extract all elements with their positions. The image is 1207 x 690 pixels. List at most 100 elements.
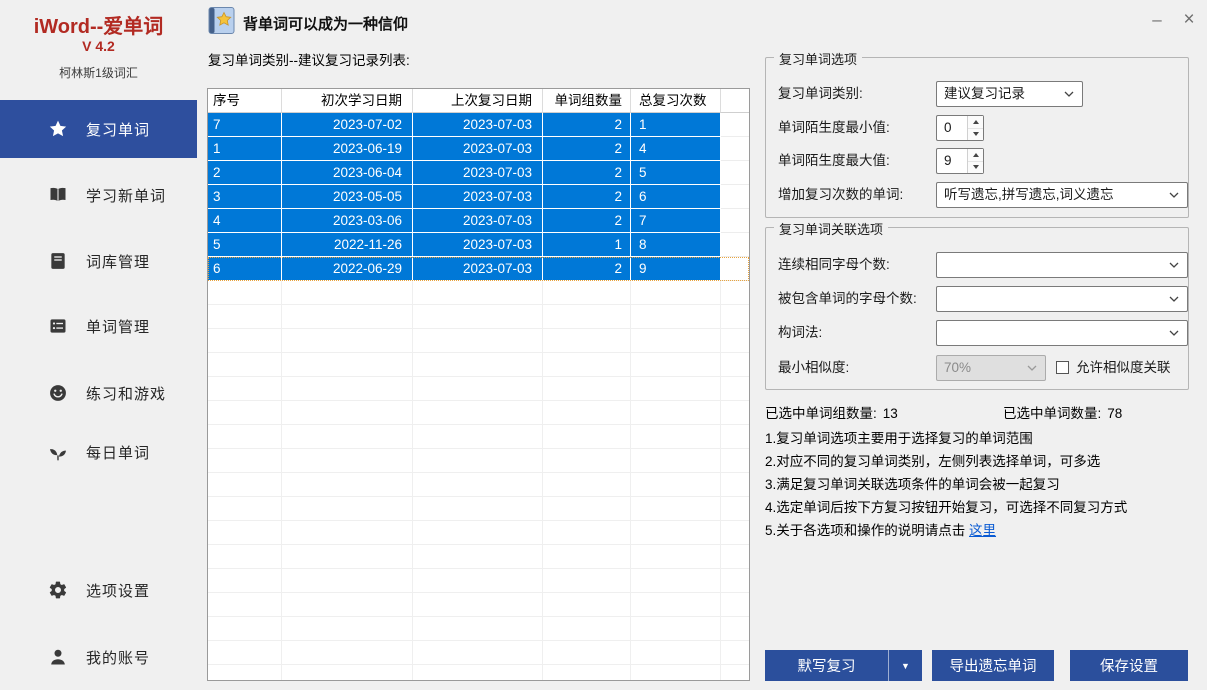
table-cell[interactable]: 2023-07-03 xyxy=(413,185,543,209)
empty-cell xyxy=(282,593,413,617)
same-letters-select[interactable] xyxy=(936,252,1188,278)
table-cell[interactable]: 2023-07-02 xyxy=(282,113,413,137)
group-title: 复习单词选项 xyxy=(774,49,863,68)
column-header[interactable]: 总复习次数 xyxy=(631,89,721,113)
table-cell[interactable]: 2 xyxy=(543,113,631,137)
column-header[interactable]: 初次学习日期 xyxy=(282,89,413,113)
table-cell[interactable]: 2 xyxy=(208,161,282,185)
table-cell[interactable]: 7 xyxy=(631,209,721,233)
table-cell[interactable]: 2022-06-29 xyxy=(282,257,413,281)
instruction-line: 3.满足复习单词关联选项条件的单词会被一起复习 xyxy=(765,477,1060,492)
table-cell[interactable]: 6 xyxy=(208,257,282,281)
table-cell[interactable]: 2 xyxy=(543,257,631,281)
table-cell-filler xyxy=(721,233,749,257)
spin-up-button[interactable] xyxy=(968,149,983,162)
sidebar-item-word-library[interactable]: 词库管理 xyxy=(0,232,197,290)
table-cell[interactable]: 2023-05-05 xyxy=(282,185,413,209)
table-cell[interactable]: 2023-07-03 xyxy=(413,137,543,161)
empty-cell xyxy=(208,449,282,473)
table-cell[interactable]: 2023-07-03 xyxy=(413,233,543,257)
column-header[interactable]: 单词组数量 xyxy=(543,89,631,113)
spin-down-button[interactable] xyxy=(968,128,983,140)
spin-down-button[interactable] xyxy=(968,161,983,173)
table-row[interactable]: 3 2023-05-05 2023-07-03 2 6 xyxy=(208,185,749,209)
table-cell[interactable]: 1 xyxy=(208,137,282,161)
table-row[interactable]: 7 2023-07-02 2023-07-03 2 1 xyxy=(208,113,749,137)
min-unfamiliarity-spinner[interactable]: 0 xyxy=(936,115,984,141)
minimize-button[interactable]: – xyxy=(1152,10,1162,29)
table-cell[interactable]: 2023-06-04 xyxy=(282,161,413,185)
max-unfamiliarity-spinner[interactable]: 9 xyxy=(936,148,984,174)
empty-cell xyxy=(413,593,543,617)
table-cell[interactable]: 5 xyxy=(208,233,282,257)
empty-table-row xyxy=(208,617,749,641)
similarity-select: 70% xyxy=(936,355,1046,381)
close-button[interactable]: × xyxy=(1183,9,1195,30)
table-cell[interactable]: 1 xyxy=(543,233,631,257)
word-formation-label: 构词法: xyxy=(778,325,823,340)
word-formation-select[interactable] xyxy=(936,320,1188,346)
star-icon xyxy=(48,119,68,139)
table-cell[interactable]: 2 xyxy=(543,209,631,233)
gear-icon xyxy=(48,580,68,600)
table-cell[interactable]: 4 xyxy=(208,209,282,233)
table-cell[interactable]: 4 xyxy=(631,137,721,161)
table-cell[interactable]: 9 xyxy=(631,257,721,281)
column-header-filler xyxy=(721,89,749,113)
table-cell[interactable]: 2023-07-03 xyxy=(413,113,543,137)
table-cell[interactable]: 2023-06-19 xyxy=(282,137,413,161)
column-header[interactable]: 上次复习日期 xyxy=(413,89,543,113)
table-cell[interactable]: 7 xyxy=(208,113,282,137)
table-cell[interactable]: 2 xyxy=(543,161,631,185)
export-forgotten-words-button[interactable]: 导出遗忘单词 xyxy=(932,650,1054,681)
sprout-icon xyxy=(48,442,68,462)
table-cell[interactable]: 2022-11-26 xyxy=(282,233,413,257)
instructions: 1.复习单词选项主要用于选择复习的单词范围 2.对应不同的复习单词类别，左侧列表… xyxy=(765,427,1127,542)
help-link[interactable]: 这里 xyxy=(969,523,997,538)
table-cell[interactable]: 2023-03-06 xyxy=(282,209,413,233)
column-header[interactable]: 序号 xyxy=(208,89,282,113)
selected-groups-stat: 已选中单词组数量: 13 xyxy=(765,402,898,422)
min-unfamiliarity-label: 单词陌生度最小值: xyxy=(778,120,890,135)
sidebar-item-settings[interactable]: 选项设置 xyxy=(0,561,197,619)
table-row[interactable]: 5 2022-11-26 2023-07-03 1 8 xyxy=(208,233,749,257)
sidebar-item-word-management[interactable]: 单词管理 xyxy=(0,297,197,355)
table-row[interactable]: 2 2023-06-04 2023-07-03 2 5 xyxy=(208,161,749,185)
sidebar-item-label: 复习单词 xyxy=(86,121,151,139)
dropdown-caret-icon[interactable]: ▼ xyxy=(901,660,910,671)
table-row[interactable]: 1 2023-06-19 2023-07-03 2 4 xyxy=(208,137,749,161)
similarity-label: 最小相似度: xyxy=(778,360,850,375)
contained-letters-label: 被包含单词的字母个数: xyxy=(778,291,917,306)
sidebar-item-daily-words[interactable]: 每日单词 xyxy=(0,423,197,481)
table-cell[interactable]: 2 xyxy=(543,185,631,209)
table-cell[interactable]: 2 xyxy=(543,137,631,161)
table-cell[interactable]: 3 xyxy=(208,185,282,209)
similarity-checkbox[interactable] xyxy=(1056,361,1069,374)
table-cell[interactable]: 6 xyxy=(631,185,721,209)
save-settings-button[interactable]: 保存设置 xyxy=(1070,650,1188,681)
table-cell[interactable]: 2023-07-03 xyxy=(413,257,543,281)
empty-cell xyxy=(282,617,413,641)
table-row[interactable]: 6 2022-06-29 2023-07-03 2 9 xyxy=(208,257,749,281)
table-cell[interactable]: 2023-07-03 xyxy=(413,209,543,233)
empty-cell xyxy=(282,377,413,401)
table-cell[interactable]: 1 xyxy=(631,113,721,137)
sidebar-item-label: 我的账号 xyxy=(86,649,151,667)
table-cell[interactable]: 2023-07-03 xyxy=(413,161,543,185)
table-row[interactable]: 4 2023-03-06 2023-07-03 2 7 xyxy=(208,209,749,233)
sidebar-item-review-words[interactable]: 复习单词 xyxy=(0,100,197,158)
table-cell[interactable]: 8 xyxy=(631,233,721,257)
review-category-select[interactable]: 建议复习记录 xyxy=(936,81,1083,107)
extra-review-select[interactable]: 听写遗忘,拼写遗忘,词义遗忘 xyxy=(936,182,1188,208)
sidebar-item-practice-games[interactable]: 练习和游戏 xyxy=(0,364,197,422)
empty-cell xyxy=(543,473,631,497)
dictation-review-button[interactable]: 默写复习 ▼ xyxy=(765,650,922,681)
sidebar-item-learn-new-words[interactable]: 学习新单词 xyxy=(0,166,197,224)
contained-letters-select[interactable] xyxy=(936,286,1188,312)
table-cell[interactable]: 5 xyxy=(631,161,721,185)
empty-table-row xyxy=(208,521,749,545)
empty-cell xyxy=(631,665,721,680)
sidebar-item-my-account[interactable]: 我的账号 xyxy=(0,628,197,686)
spin-up-button[interactable] xyxy=(968,116,983,129)
